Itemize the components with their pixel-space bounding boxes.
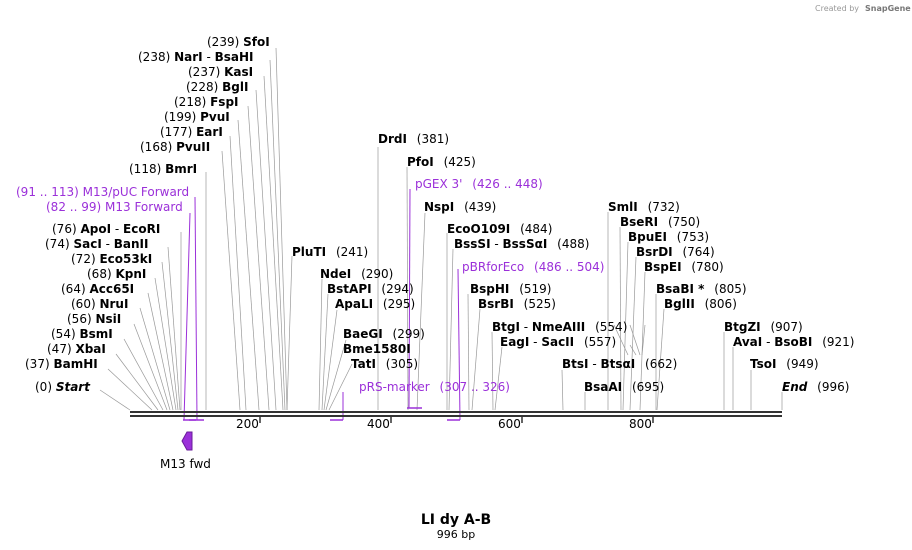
enzyme-site[interactable]: BseRI (750)	[620, 215, 700, 229]
enzyme-site[interactable]: BaeGI (299)	[343, 327, 425, 341]
primer-label[interactable]: pBRforEco (486 .. 504)	[462, 260, 604, 274]
enzyme-site[interactable]: EcoO109I (484)	[447, 222, 552, 236]
enzyme-site[interactable]: PfoI (425)	[407, 155, 476, 169]
enzyme-site[interactable]: (37) BamHI	[25, 357, 98, 371]
enzyme-site[interactable]: (64) Acc65I	[61, 282, 134, 296]
enzyme-site[interactable]: PluTI (241)	[292, 245, 368, 259]
enzyme-site[interactable]: BsrBI (525)	[478, 297, 556, 311]
tick-label: 600	[498, 417, 521, 431]
enzyme-site[interactable]: (118) BmrI	[129, 162, 197, 176]
enzyme-site[interactable]: DrdI (381)	[378, 132, 449, 146]
enzyme-site[interactable]: BsaBI * (805)	[656, 282, 747, 296]
m13-fwd-feature-arrow[interactable]	[181, 431, 193, 451]
enzyme-site[interactable]: BtsI - BtsαI (662)	[562, 357, 677, 371]
enzyme-site[interactable]: ApaLI (295)	[335, 297, 415, 311]
enzyme-site[interactable]: SmlI (732)	[608, 200, 680, 214]
enzyme-site[interactable]: (60) NruI	[71, 297, 128, 311]
enzyme-site[interactable]: (237) KasI	[188, 65, 253, 79]
tick-label: 400	[367, 417, 390, 431]
enzyme-site[interactable]: BspEI (780)	[644, 260, 724, 274]
enzyme-site[interactable]: NdeI (290)	[320, 267, 393, 281]
enzyme-site[interactable]: BtgZI (907)	[724, 320, 803, 334]
enzyme-site[interactable]: NspI (439)	[424, 200, 496, 214]
primer-label[interactable]: (91 .. 113) M13/pUC Forward	[16, 185, 189, 199]
enzyme-site[interactable]: (239) SfoI	[207, 35, 270, 49]
enzyme-site[interactable]: (68) KpnI	[87, 267, 146, 281]
sequence-end: End (996)	[782, 380, 849, 394]
enzyme-site[interactable]: (228) BglI	[186, 80, 248, 94]
primer-label[interactable]: pRS-marker (307 .. 326)	[359, 380, 510, 394]
enzyme-site[interactable]: BpuEI (753)	[628, 230, 709, 244]
primer-leaders	[183, 188, 461, 421]
primer-label[interactable]: pGEX 3' (426 .. 448)	[415, 177, 543, 191]
tick-label: 200	[236, 417, 259, 431]
enzyme-site[interactable]: (177) EarI	[160, 125, 223, 139]
enzyme-site[interactable]: BsrDI (764)	[636, 245, 715, 259]
enzyme-site[interactable]: Bme1580I	[343, 342, 411, 356]
enzyme-site[interactable]: BsaAI (695)	[584, 380, 664, 394]
enzyme-site[interactable]: EagI - SacII (557)	[500, 335, 616, 349]
feature-label-m13-fwd: M13 fwd	[160, 457, 211, 471]
enzyme-site[interactable]: (74) SacI - BanII	[45, 237, 148, 251]
enzyme-site[interactable]: BtgI - NmeAIII (554)	[492, 320, 627, 334]
enzyme-site[interactable]: (72) Eco53kI	[71, 252, 152, 266]
credit-text: Created by	[815, 4, 859, 13]
enzyme-site[interactable]: BglII (806)	[664, 297, 737, 311]
primer-label[interactable]: (82 .. 99) M13 Forward	[46, 200, 183, 214]
snapgene-logo: SnapGene	[865, 4, 911, 13]
enzyme-site[interactable]: (168) PvuII	[140, 140, 210, 154]
primer-bars	[183, 407, 460, 421]
enzyme-site[interactable]: (56) NsiI	[67, 312, 121, 326]
map-subtitle: 996 bp	[437, 528, 475, 541]
enzyme-site[interactable]: BspHI (519)	[470, 282, 552, 296]
enzyme-site[interactable]: (47) XbaI	[47, 342, 106, 356]
enzyme-site[interactable]: BssSI - BssSαI (488)	[454, 237, 589, 251]
enzyme-site[interactable]: BstAPI (294)	[327, 282, 414, 296]
enzyme-site[interactable]: (199) PvuI	[164, 110, 230, 124]
map-title: LI dy A-B	[421, 512, 491, 528]
axis-ticks	[259, 416, 654, 423]
enzyme-site[interactable]: TsoI (949)	[750, 357, 819, 371]
enzyme-site[interactable]: (76) ApoI - EcoRI	[52, 222, 160, 236]
enzyme-site[interactable]: TatI (305)	[351, 357, 418, 371]
enzyme-site[interactable]: (238) NarI - BsaHI	[138, 50, 254, 64]
leader-lines	[99, 47, 783, 411]
tick-label: 800	[629, 417, 652, 431]
enzyme-site[interactable]: AvaI - BsoBI (921)	[733, 335, 854, 349]
sequence-start: (0) Start	[35, 380, 91, 394]
enzyme-site[interactable]: (218) FspI	[174, 95, 239, 109]
enzyme-site[interactable]: (54) BsmI	[51, 327, 113, 341]
